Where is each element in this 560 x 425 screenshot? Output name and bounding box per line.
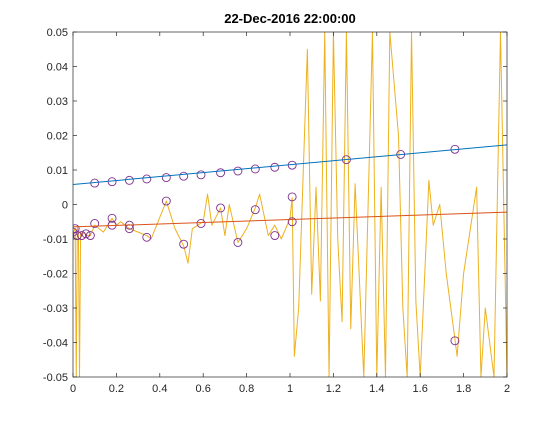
- data-point: [216, 168, 226, 178]
- data-point: [90, 219, 100, 228]
- data-point: [179, 171, 189, 181]
- data-point: [77, 231, 87, 241]
- data-point: [196, 219, 206, 228]
- y-tick-label: -0.02: [43, 269, 68, 281]
- data-point: [161, 196, 171, 206]
- y-tick-label: 0.02: [47, 131, 68, 143]
- y-tick-label: -0.04: [43, 338, 68, 350]
- x-tick-label: 1.8: [456, 383, 471, 395]
- data-point: [250, 205, 260, 215]
- y-tick-label: 0.01: [47, 165, 68, 177]
- y-tick-label: 0.03: [47, 96, 68, 108]
- data-point: [85, 231, 95, 241]
- x-tick-label: 0: [70, 383, 76, 395]
- x-tick-label: 0.4: [152, 383, 167, 395]
- data-point: [250, 164, 260, 174]
- data-point: [196, 170, 206, 180]
- data-point: [107, 213, 117, 223]
- y-tick-label: -0.01: [43, 234, 68, 246]
- y-tick-label: 0.05: [47, 27, 68, 39]
- x-tick-label: 0.8: [239, 383, 254, 395]
- data-point: [142, 174, 152, 184]
- data-point: [161, 173, 171, 183]
- series-layer: [73, 32, 507, 377]
- x-tick-label: 1.4: [369, 383, 384, 395]
- data-point: [233, 166, 243, 176]
- x-tick-label: 1.6: [413, 383, 428, 395]
- data-point: [73, 224, 80, 234]
- series-line-0: [73, 32, 507, 377]
- y-tick-label: -0.05: [43, 372, 68, 384]
- y-tick-label: 0.04: [47, 62, 68, 74]
- data-point: [124, 175, 134, 185]
- series-line-3: [73, 144, 507, 185]
- data-point: [81, 229, 91, 239]
- chart-title: 22-Dec-2016 22:00:00: [224, 11, 356, 26]
- x-tick-label: 2: [504, 383, 510, 395]
- data-point: [287, 217, 297, 227]
- plot-area: [73, 32, 507, 377]
- data-point: [142, 232, 152, 242]
- data-point: [270, 162, 280, 172]
- series-line-4: [73, 211, 507, 228]
- data-point: [179, 239, 189, 249]
- data-point: [216, 203, 226, 213]
- x-tick-label: 1: [287, 383, 293, 395]
- x-tick-label: 0.6: [196, 383, 211, 395]
- x-tick-label: 1.2: [326, 383, 341, 395]
- data-point: [270, 231, 280, 241]
- data-point: [450, 336, 460, 346]
- data-point: [287, 192, 297, 202]
- data-point: [233, 237, 243, 247]
- tick-layer: 0 0.2 0.4 0.6 0.8 1 1.2 1.4 1.6 1.8 2 -0.05 -0.04 -0.…: [43, 27, 510, 395]
- y-tick-label: 0: [62, 200, 68, 212]
- x-tick-label: 0.2: [109, 383, 124, 395]
- y-tick-label: -0.03: [43, 303, 68, 315]
